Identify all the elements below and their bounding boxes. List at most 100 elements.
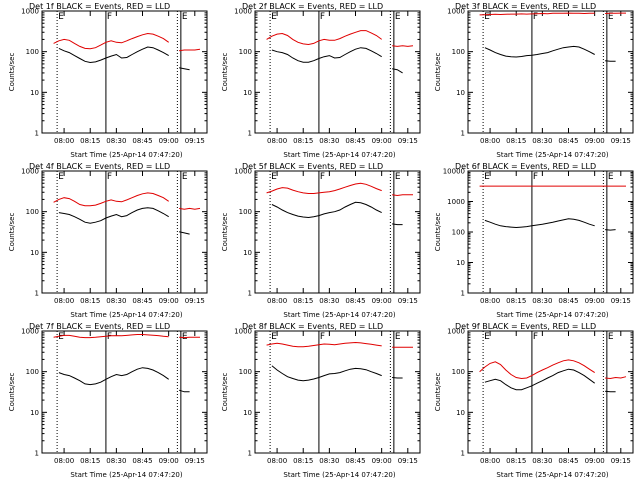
x-tick-label: 09:15 bbox=[398, 297, 418, 305]
x-tick-label: 09:00 bbox=[159, 137, 179, 145]
x-tick-label: 08:00 bbox=[267, 457, 287, 465]
series-line-lld bbox=[53, 32, 169, 50]
x-tick-label: 09:15 bbox=[611, 137, 631, 145]
y-tick-label: 100 bbox=[239, 48, 252, 56]
y-tick-label: 10 bbox=[456, 89, 465, 97]
series-line-lld bbox=[179, 207, 201, 210]
x-tick-label: 08:45 bbox=[558, 137, 578, 145]
x-tick-label: 08:30 bbox=[532, 457, 552, 465]
y-tick-label: 100 bbox=[239, 368, 252, 376]
x-tick-label: 08:15 bbox=[80, 297, 100, 305]
series-line-lld bbox=[605, 376, 627, 380]
x-tick-label: 09:15 bbox=[185, 457, 205, 465]
x-tick-label: 08:45 bbox=[132, 137, 152, 145]
x-tick-label: 08:15 bbox=[506, 297, 526, 305]
edge-label: F bbox=[320, 332, 325, 342]
chart-title: Det 4f BLACK = Events, RED = LLD bbox=[29, 162, 170, 171]
y-tick-label: 100 bbox=[239, 208, 252, 216]
series-line-events bbox=[178, 389, 190, 393]
y-tick-label: 1000 bbox=[21, 168, 39, 176]
y-tick-label: 1000 bbox=[21, 8, 39, 16]
edge-label: E bbox=[608, 172, 614, 182]
y-tick-label: 100 bbox=[26, 368, 39, 376]
y-tick-label: 1000 bbox=[447, 328, 465, 336]
edge-label: F bbox=[533, 332, 538, 342]
plot-frame bbox=[41, 10, 208, 134]
detector-chart-5: Det 5f BLACK = Events, RED = LLD Counts/s… bbox=[221, 162, 421, 319]
series-line-lld bbox=[53, 334, 169, 339]
series-line-events bbox=[179, 67, 190, 71]
chart-title: Det 6f BLACK = Events, RED = LLD bbox=[455, 162, 596, 171]
detector-chart-1: Det 1f BLACK = Events, RED = LLD Counts/s… bbox=[8, 2, 208, 159]
series-line-events bbox=[58, 367, 169, 386]
series-line-events bbox=[605, 390, 616, 393]
y-axis-label: Counts/sec bbox=[8, 213, 16, 252]
edge-label: F bbox=[320, 12, 325, 22]
edge-label: F bbox=[533, 12, 538, 22]
x-tick-label: 08:30 bbox=[532, 137, 552, 145]
series-line-events bbox=[271, 365, 382, 382]
series-line-events bbox=[271, 201, 382, 219]
y-tick-label: 1000 bbox=[234, 168, 252, 176]
x-tick-label: 09:15 bbox=[611, 457, 631, 465]
y-tick-label: 100 bbox=[26, 208, 39, 216]
series-line-events bbox=[271, 47, 382, 63]
edge-label: E bbox=[395, 12, 401, 22]
edge-label: E bbox=[484, 12, 490, 22]
x-tick-label: 08:00 bbox=[54, 297, 74, 305]
x-tick-label: 08:45 bbox=[345, 457, 365, 465]
x-tick-label: 09:00 bbox=[372, 457, 392, 465]
x-tick-label: 08:00 bbox=[480, 457, 500, 465]
x-tick-label: 09:00 bbox=[585, 457, 605, 465]
series-line-lld bbox=[266, 182, 382, 194]
y-tick-label: 10 bbox=[30, 249, 39, 257]
edge-label: E bbox=[608, 332, 614, 342]
series-line-events bbox=[605, 60, 616, 62]
series-line-lld bbox=[479, 12, 595, 16]
y-tick-label: 10 bbox=[243, 249, 252, 257]
x-tick-label: 08:30 bbox=[106, 457, 126, 465]
x-tick-label: 08:00 bbox=[267, 137, 287, 145]
x-tick-label: 08:45 bbox=[345, 137, 365, 145]
plot-frame bbox=[467, 10, 634, 134]
edge-label: E bbox=[271, 12, 277, 22]
y-tick-label: 1000 bbox=[234, 328, 252, 336]
y-tick-label: 100 bbox=[452, 48, 465, 56]
edge-label: E bbox=[58, 12, 64, 22]
x-tick-label: 09:15 bbox=[398, 137, 418, 145]
edge-label: E bbox=[58, 332, 64, 342]
series-line-events bbox=[484, 368, 595, 391]
series-line-lld bbox=[266, 341, 382, 348]
x-axis-label: Start Time (25-Apr-14 07:47:20) bbox=[70, 151, 182, 159]
detector-chart-9: Det 9f BLACK = Events, RED = LLD Counts/s… bbox=[434, 322, 634, 479]
edge-label: E bbox=[271, 172, 277, 182]
y-tick-label: 10000 bbox=[443, 168, 465, 176]
chart-title: Det 8f BLACK = Events, RED = LLD bbox=[242, 322, 383, 331]
x-tick-label: 09:15 bbox=[185, 297, 205, 305]
x-tick-label: 08:00 bbox=[54, 457, 74, 465]
x-tick-label: 08:45 bbox=[345, 297, 365, 305]
plot-frame bbox=[254, 330, 421, 454]
y-axis-label: Counts/sec bbox=[8, 373, 16, 412]
x-tick-label: 09:15 bbox=[611, 297, 631, 305]
y-tick-label: 10 bbox=[243, 89, 252, 97]
y-axis-label: Counts/sec bbox=[8, 53, 16, 92]
y-axis-label: Counts/sec bbox=[434, 53, 442, 92]
y-tick-label: 1 bbox=[461, 450, 465, 458]
x-tick-label: 08:15 bbox=[506, 137, 526, 145]
x-tick-label: 09:00 bbox=[585, 297, 605, 305]
chart-title: Det 2f BLACK = Events, RED = LLD bbox=[242, 2, 383, 11]
series-line-lld bbox=[179, 48, 201, 52]
edge-label: E bbox=[608, 12, 614, 22]
series-line-events bbox=[392, 223, 403, 226]
chart-title: Det 3f BLACK = Events, RED = LLD bbox=[455, 2, 596, 11]
edge-label: E bbox=[395, 332, 401, 342]
detector-chart-6: Det 6f BLACK = Events, RED = LLD Counts/s… bbox=[434, 162, 634, 319]
x-axis-label: Start Time (25-Apr-14 07:47:20) bbox=[70, 311, 182, 319]
plot-frame bbox=[467, 170, 634, 294]
x-tick-label: 08:30 bbox=[319, 137, 339, 145]
series-line-lld bbox=[266, 30, 382, 46]
x-tick-label: 08:45 bbox=[132, 297, 152, 305]
x-tick-label: 09:15 bbox=[398, 457, 418, 465]
